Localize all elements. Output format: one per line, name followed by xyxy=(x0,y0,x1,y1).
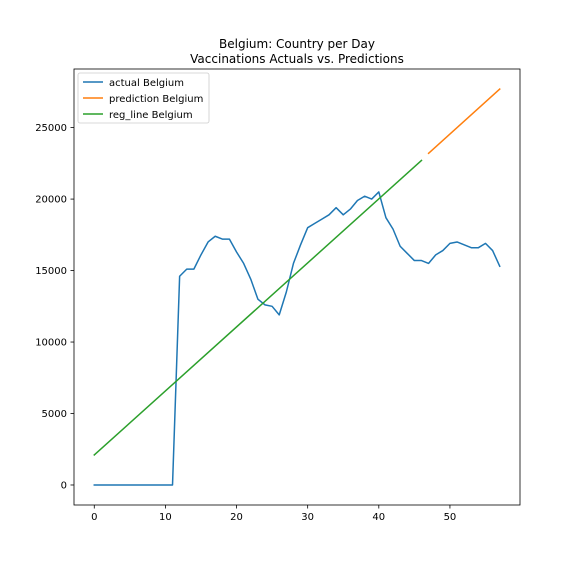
series-line-prediction xyxy=(427,87,501,155)
series-line-actual xyxy=(93,191,501,486)
y-tick-label: 0 xyxy=(61,480,67,491)
y-tick-label: 25000 xyxy=(35,123,67,134)
y-tick-label: 20000 xyxy=(35,195,67,206)
chart-title-line-2: Vaccinations Actuals vs. Predictions xyxy=(190,52,404,66)
legend-label-prediction: prediction Belgium xyxy=(109,94,203,105)
y-tick-label: 5000 xyxy=(42,409,67,420)
legend: actual Belgium prediction Belgium reg_li… xyxy=(77,72,210,124)
y-tick-label: 15000 xyxy=(35,266,67,277)
x-tick-label: 40 xyxy=(372,512,385,523)
x-tick-label: 50 xyxy=(444,512,457,523)
y-axis: 0 5000 10000 15000 20000 25000 xyxy=(35,123,74,491)
plot-frame xyxy=(73,68,521,506)
chart-title-line-1: Belgium: Country per Day xyxy=(219,37,375,51)
x-tick-label: 0 xyxy=(91,512,97,523)
series-layer xyxy=(93,87,501,486)
x-tick-label: 10 xyxy=(159,512,172,523)
series-line-reg-line xyxy=(93,159,423,457)
legend-label-reg-line: reg_line Belgium xyxy=(109,110,193,121)
x-tick-label: 20 xyxy=(230,512,243,523)
legend-label-actual: actual Belgium xyxy=(109,78,184,89)
x-axis: 0 10 20 30 40 50 xyxy=(91,505,456,523)
x-tick-label: 30 xyxy=(301,512,314,523)
y-tick-label: 10000 xyxy=(35,338,67,349)
legend-box xyxy=(77,72,210,124)
